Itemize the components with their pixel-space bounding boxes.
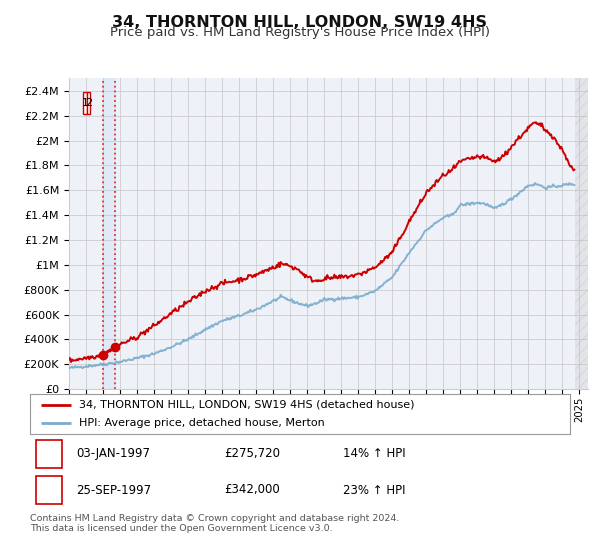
Text: 2: 2 xyxy=(85,98,92,108)
FancyBboxPatch shape xyxy=(83,92,86,114)
Text: 23% ↑ HPI: 23% ↑ HPI xyxy=(343,483,406,497)
Text: 1: 1 xyxy=(45,447,54,460)
Text: HPI: Average price, detached house, Merton: HPI: Average price, detached house, Mert… xyxy=(79,418,325,428)
Bar xyxy=(103,78,115,389)
Text: £342,000: £342,000 xyxy=(224,483,280,497)
Text: 03-JAN-1997: 03-JAN-1997 xyxy=(76,447,150,460)
Text: 25-SEP-1997: 25-SEP-1997 xyxy=(76,483,151,497)
Text: £275,720: £275,720 xyxy=(224,447,280,460)
Text: 1: 1 xyxy=(82,98,88,108)
Text: 14% ↑ HPI: 14% ↑ HPI xyxy=(343,447,406,460)
Text: Price paid vs. HM Land Registry's House Price Index (HPI): Price paid vs. HM Land Registry's House … xyxy=(110,26,490,39)
Text: 2: 2 xyxy=(45,483,54,497)
Text: 34, THORNTON HILL, LONDON, SW19 4HS (detached house): 34, THORNTON HILL, LONDON, SW19 4HS (det… xyxy=(79,400,414,410)
FancyBboxPatch shape xyxy=(37,476,62,504)
FancyBboxPatch shape xyxy=(37,440,62,468)
Bar xyxy=(575,78,588,389)
Text: Contains HM Land Registry data © Crown copyright and database right 2024.
This d: Contains HM Land Registry data © Crown c… xyxy=(30,514,400,533)
FancyBboxPatch shape xyxy=(87,92,90,114)
Text: 34, THORNTON HILL, LONDON, SW19 4HS: 34, THORNTON HILL, LONDON, SW19 4HS xyxy=(113,15,487,30)
